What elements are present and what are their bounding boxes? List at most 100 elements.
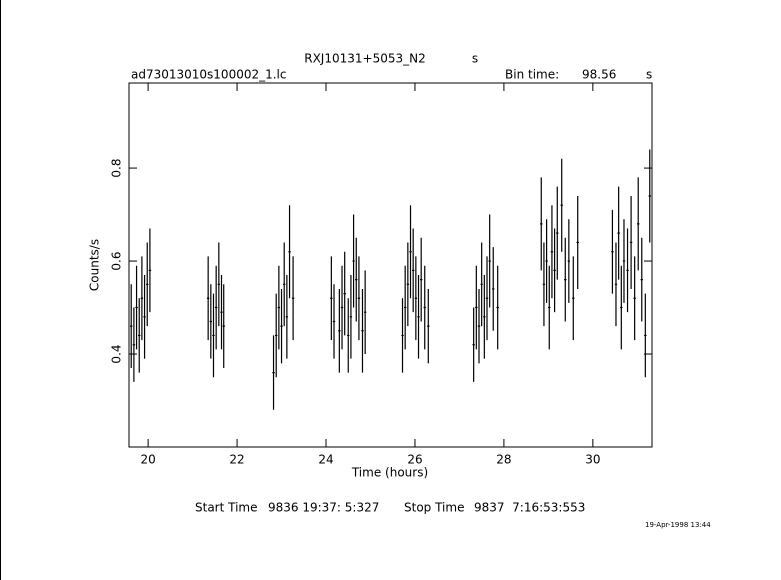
error-bar	[277, 265, 281, 350]
error-bar	[403, 265, 407, 350]
error-bar	[148, 228, 152, 313]
error-bar	[338, 288, 341, 373]
error-bar	[220, 274, 223, 350]
error-bar	[217, 242, 221, 327]
bin-time-unit: s	[646, 68, 652, 82]
error-bar	[496, 265, 499, 350]
error-bar	[347, 298, 350, 373]
error-bar	[572, 256, 575, 341]
error-bar	[209, 284, 213, 359]
error-bar	[288, 205, 291, 299]
error-bar	[135, 265, 138, 350]
error-bar	[143, 274, 146, 359]
error-bar	[417, 274, 420, 359]
error-bar	[648, 149, 651, 243]
error-bar	[206, 256, 210, 341]
error-bar	[480, 242, 483, 327]
error-bar	[633, 256, 636, 341]
error-bar	[644, 293, 647, 378]
y-tick-label: 0.8	[110, 159, 124, 178]
title-unit: s	[472, 52, 478, 66]
error-bar	[401, 298, 404, 373]
error-bar	[138, 298, 141, 373]
error-bar	[330, 256, 333, 341]
error-bar	[620, 265, 623, 350]
error-bar	[472, 307, 475, 382]
error-bar	[411, 228, 415, 313]
date: 19-Apr-1998 13:44	[645, 521, 711, 529]
x-tick-label: 24	[318, 453, 333, 467]
error-bar	[542, 242, 546, 327]
error-bar	[214, 265, 218, 350]
error-bar	[485, 256, 489, 341]
error-bar	[343, 251, 346, 336]
error-bar	[553, 228, 556, 313]
y-tick-label: 0.6	[110, 252, 124, 271]
error-bar	[423, 265, 426, 350]
error-bar	[352, 214, 355, 308]
error-bar	[637, 177, 640, 271]
x-tick-label: 20	[140, 453, 155, 467]
error-bar	[560, 158, 563, 252]
error-bar	[275, 293, 278, 378]
bin-time: 98.56	[582, 68, 616, 82]
x-tick-label: 28	[496, 453, 511, 467]
error-bar	[488, 214, 491, 308]
plot-frame	[128, 82, 653, 448]
error-bar	[130, 284, 133, 368]
chart-title: RXJ10131+5053_N2	[304, 52, 425, 66]
error-bar	[332, 284, 336, 359]
error-bar	[132, 307, 136, 382]
x-tick-label: 22	[229, 453, 244, 467]
subtitle: ad73013010s100002_1.lc	[131, 68, 287, 82]
x-tick-label: 26	[407, 453, 422, 467]
error-bar	[477, 288, 481, 364]
error-bar	[564, 237, 567, 322]
error-bar	[626, 228, 629, 313]
stop-time: 9837 7:16:53:553	[474, 501, 585, 515]
error-bar	[614, 242, 618, 327]
error-bar	[363, 270, 367, 355]
error-bar	[357, 256, 361, 341]
error-bar	[140, 256, 144, 341]
error-bar	[409, 205, 412, 299]
error-bar	[475, 265, 478, 350]
error-bar	[146, 242, 149, 327]
error-bar	[483, 274, 486, 359]
error-bar	[349, 274, 353, 359]
stop-label: Stop Time	[404, 501, 464, 515]
error-bar	[291, 256, 295, 341]
error-bar	[550, 205, 554, 299]
y-tick-label: 0.4	[110, 344, 124, 363]
error-bar	[576, 195, 579, 289]
error-bar	[545, 219, 548, 303]
error-bar	[414, 256, 418, 341]
x-axis-label: Time (hours)	[351, 466, 428, 480]
error-bar	[427, 288, 430, 364]
error-bar	[640, 237, 643, 322]
error-bar	[340, 265, 344, 350]
error-bar	[283, 242, 286, 327]
error-bar	[629, 195, 633, 289]
bin-time-label: Bin time:	[505, 68, 559, 82]
error-bar	[361, 288, 364, 373]
error-bar	[540, 177, 543, 271]
error-bar	[272, 335, 275, 410]
error-bar	[611, 209, 614, 294]
error-bar	[556, 186, 559, 280]
y-axis-label: Counts/s	[88, 239, 102, 291]
error-bar	[222, 284, 225, 368]
start-time: 9836 19:37: 5:327	[268, 501, 379, 515]
error-bar	[617, 186, 620, 280]
error-bar	[492, 247, 495, 331]
error-bar	[567, 219, 571, 303]
error-bar	[212, 293, 215, 378]
error-bar	[355, 237, 358, 322]
error-bar	[280, 288, 283, 364]
error-bar	[406, 242, 410, 327]
error-bar	[285, 274, 289, 359]
error-bar	[548, 265, 551, 350]
start-label: Start Time	[195, 501, 258, 515]
